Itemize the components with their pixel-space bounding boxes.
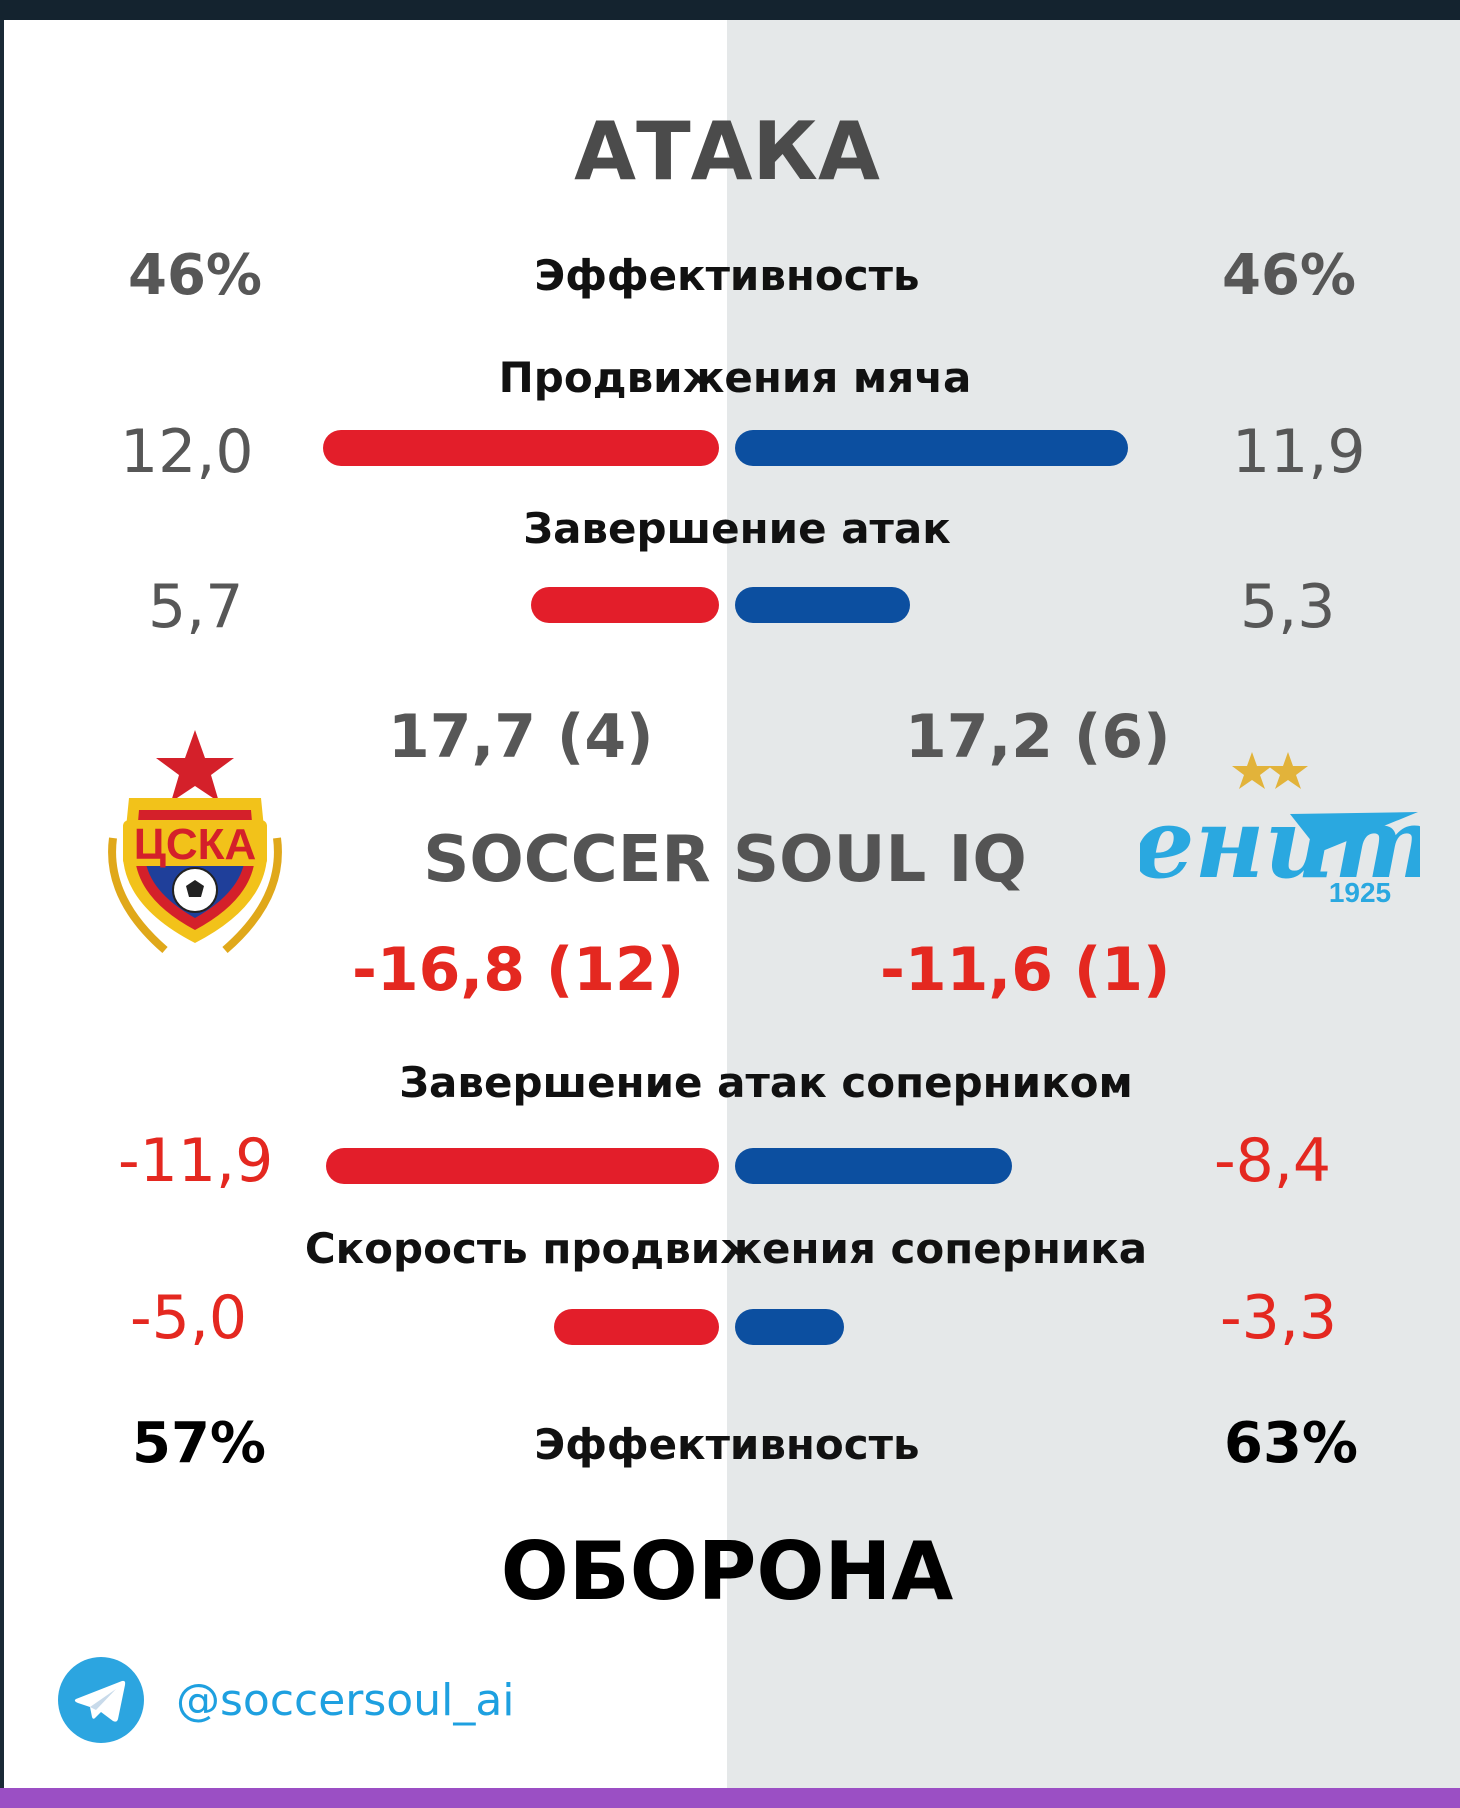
iq-defense-right: -11,6 (1) bbox=[880, 935, 1171, 1005]
attack-completion-left-bar bbox=[530, 587, 719, 623]
left-edge bbox=[0, 20, 4, 1788]
iq-defense-left: -16,8 (12) bbox=[352, 935, 685, 1005]
bottom-bar bbox=[0, 1788, 1460, 1808]
opponent-speed-label: Скорость продвижения соперника bbox=[304, 1224, 1148, 1273]
ball-progression-right-bar bbox=[735, 430, 1128, 466]
defense-efficiency-left: 57% bbox=[132, 1411, 267, 1476]
opponent-speed-right-value: -3,3 bbox=[1220, 1283, 1338, 1353]
attack-efficiency-right: 46% bbox=[1222, 243, 1357, 308]
opponent-speed-left-bar bbox=[554, 1309, 719, 1345]
defense-efficiency-right: 63% bbox=[1224, 1411, 1359, 1476]
iq-attack-left: 17,7 (4) bbox=[388, 702, 654, 772]
attack-completion-right-bar bbox=[735, 587, 910, 623]
opponent-completion-right-value: -8,4 bbox=[1214, 1126, 1332, 1196]
opponent-completion-left-bar bbox=[326, 1148, 719, 1184]
ball-progression-right-value: 11,9 bbox=[1232, 417, 1366, 487]
attack-efficiency-left: 46% bbox=[128, 243, 263, 308]
telegram-icon[interactable] bbox=[58, 1657, 144, 1743]
svg-text:1925: 1925 bbox=[1329, 877, 1391, 908]
svg-text:Зенит: Зенит bbox=[1140, 787, 1420, 900]
attack-efficiency-label: Эффективность bbox=[534, 251, 920, 300]
cska-logo: ЦСКА bbox=[108, 730, 282, 954]
ball-progression-label: Продвижения мяча bbox=[498, 353, 972, 402]
opponent-completion-left-value: -11,9 bbox=[118, 1126, 274, 1196]
ball-progression-left-bar bbox=[323, 430, 719, 466]
attack-completion-label: Завершение атак bbox=[523, 504, 951, 553]
opponent-speed-left-value: -5,0 bbox=[130, 1283, 248, 1353]
opponent-completion-label: Завершение атак соперником bbox=[399, 1058, 1133, 1107]
top-bar bbox=[0, 0, 1460, 20]
ball-progression-left-value: 12,0 bbox=[120, 417, 254, 487]
iq-attack-right: 17,2 (6) bbox=[905, 702, 1171, 772]
attack-section-title: АТАКА bbox=[574, 105, 880, 198]
defense-efficiency-label: Эффективность bbox=[534, 1420, 920, 1469]
iq-title: SOCCER SOUL IQ bbox=[423, 823, 1027, 897]
zenit-logo: Зенит 1925 bbox=[1140, 752, 1420, 908]
telegram-handle-link[interactable]: @soccersoul_ai bbox=[176, 1675, 515, 1726]
opponent-speed-right-bar bbox=[735, 1309, 844, 1345]
opponent-completion-right-bar bbox=[735, 1148, 1013, 1184]
defense-section-title: ОБОРОНА bbox=[500, 1525, 954, 1618]
attack-completion-left-value: 5,7 bbox=[148, 572, 244, 642]
attack-completion-right-value: 5,3 bbox=[1240, 572, 1336, 642]
right-panel-background bbox=[727, 20, 1460, 1788]
svg-text:ЦСКА: ЦСКА bbox=[134, 820, 257, 869]
